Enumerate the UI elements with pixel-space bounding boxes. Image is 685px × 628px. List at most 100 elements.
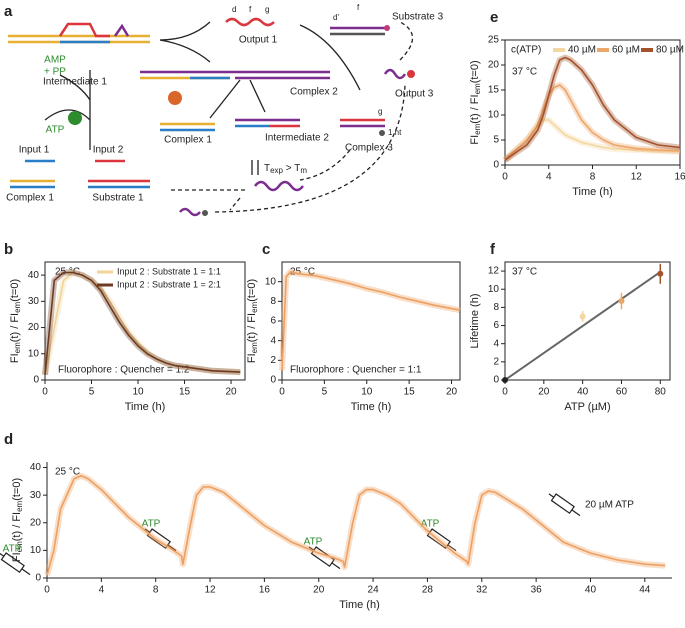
annotation: ATP — [421, 519, 440, 530]
y-tick-label: 0 — [35, 573, 41, 584]
line — [44, 271, 241, 375]
y-tick-label: 30 — [28, 296, 40, 307]
y-tick-label: 20 — [28, 322, 40, 333]
temp-part: T — [264, 163, 270, 174]
x-tick-label: 12 — [204, 585, 216, 596]
diagram-label: f — [357, 3, 360, 12]
x-tick-label: 0 — [42, 387, 48, 398]
axes-frame — [44, 261, 246, 381]
y-tick-label: 30 — [30, 490, 42, 501]
y-label-part: (t=0) — [9, 279, 21, 302]
y-tick-label: 10 — [28, 348, 40, 359]
annotation: Fluorophore : Quencher = 1:2 — [58, 365, 190, 376]
x-tick-label: 15 — [179, 387, 191, 398]
y-tick-label: 15 — [488, 85, 500, 96]
legend-label: 60 µM — [612, 45, 640, 56]
x-tick-label: 80 — [655, 387, 667, 398]
annotation: ATP — [142, 519, 161, 530]
point — [502, 377, 508, 383]
y-axis-label: FIem(t) / FIem(t=0) — [11, 478, 24, 562]
y-label-part: em — [13, 342, 22, 353]
y-tick-label: 10 — [265, 276, 277, 287]
y-label-part: (t) / FI — [469, 94, 481, 123]
y-tick-label: 10 — [30, 545, 42, 556]
y-tick-label: 4 — [270, 335, 276, 346]
diagram: a Intermediate — [4, 3, 444, 217]
x-tick-label: 44 — [639, 585, 651, 596]
temp-part: m — [300, 166, 307, 175]
panel-label: e — [490, 9, 498, 26]
y-label-part: em — [473, 123, 482, 134]
diagram-label: Intermediate 2 — [265, 133, 329, 144]
y-label-part: FI — [246, 353, 258, 363]
panel-label: d — [4, 431, 13, 448]
x-axis-label: Time (h) — [339, 599, 380, 611]
diagram-label: 1 nt — [388, 128, 402, 137]
y-tick-label: 6 — [493, 320, 499, 331]
diagram-label: Complex 3 — [345, 143, 393, 154]
y-label-part: FI — [9, 353, 21, 363]
annotation: Fluorophore : Quencher = 1:1 — [290, 365, 422, 376]
diagram-label: d' — [333, 13, 339, 22]
x-tick-label: 5 — [89, 387, 95, 398]
diagram-label: AMP — [44, 55, 66, 66]
y-tick-label: 40 — [28, 270, 40, 281]
x-tick-label: 4 — [99, 585, 105, 596]
y-label-part: em — [250, 342, 259, 353]
y-tick-label: 2 — [493, 356, 499, 367]
x-tick-label: 0 — [279, 387, 285, 398]
diagram-label: + PP — [44, 67, 66, 78]
x-tick-label: 20 — [225, 387, 237, 398]
legend-label: 40 µM — [568, 45, 596, 56]
x-tick-label: 0 — [502, 172, 508, 183]
diagram-label: Complex 1 — [164, 135, 212, 146]
line-shade — [279, 268, 461, 371]
y-label-part: em — [13, 301, 22, 312]
diagram-label: Output 3 — [395, 89, 434, 100]
y-tick-label: 4 — [493, 338, 499, 349]
y-label-part: em — [250, 301, 259, 312]
line — [281, 271, 461, 371]
y-tick-label: 25 — [488, 35, 500, 46]
y-label-part: em — [15, 541, 24, 552]
x-tick-label: 4 — [546, 172, 552, 183]
x-tick-label: 0 — [44, 585, 50, 596]
annotation: 37 °C — [512, 67, 537, 78]
line — [46, 475, 666, 576]
panel-label: a — [4, 3, 13, 20]
axes-frame — [504, 261, 671, 381]
x-tick-label: 16 — [259, 585, 271, 596]
annotation: ATP — [3, 544, 22, 555]
y-tick-label: 0 — [493, 375, 499, 386]
x-tick-label: 36 — [531, 585, 543, 596]
temp-part: > T — [283, 163, 300, 174]
y-label-part: em — [473, 83, 482, 94]
y-tick-label: 12 — [488, 266, 500, 277]
x-tick-label: 10 — [132, 387, 144, 398]
panel-label: b — [4, 241, 13, 258]
diagram-label: Substrate 1 — [92, 193, 144, 204]
x-tick-label: 32 — [476, 585, 488, 596]
temp-part: exp — [270, 166, 283, 175]
diagram-label: ATP — [46, 125, 65, 136]
y-label-part: FI — [11, 552, 23, 562]
y-tick-label: 6 — [270, 316, 276, 327]
y-label-part: FI — [469, 135, 481, 145]
x-tick-label: 60 — [616, 387, 628, 398]
y-axis-label: Lifetime (h) — [469, 293, 481, 348]
legend-label: Input 2 : Substrate 1 = 2:1 — [117, 279, 221, 289]
y-tick-label: 10 — [488, 110, 500, 121]
y-tick-label: 40 — [30, 462, 42, 473]
diagram-label: Input 2 — [93, 145, 124, 156]
diagram-label: g — [265, 5, 269, 14]
line — [504, 84, 681, 161]
panel-label: c — [262, 241, 270, 258]
axes-frame — [281, 261, 461, 381]
x-tick-label: 20 — [538, 387, 550, 398]
y-axis-label: FIem(t) / FIem(t=0) — [246, 279, 259, 363]
x-axis-label: ATP (µM) — [564, 401, 610, 413]
legend-label: Input 2 : Substrate 1 = 1:1 — [117, 266, 221, 276]
fit-line — [504, 271, 661, 381]
